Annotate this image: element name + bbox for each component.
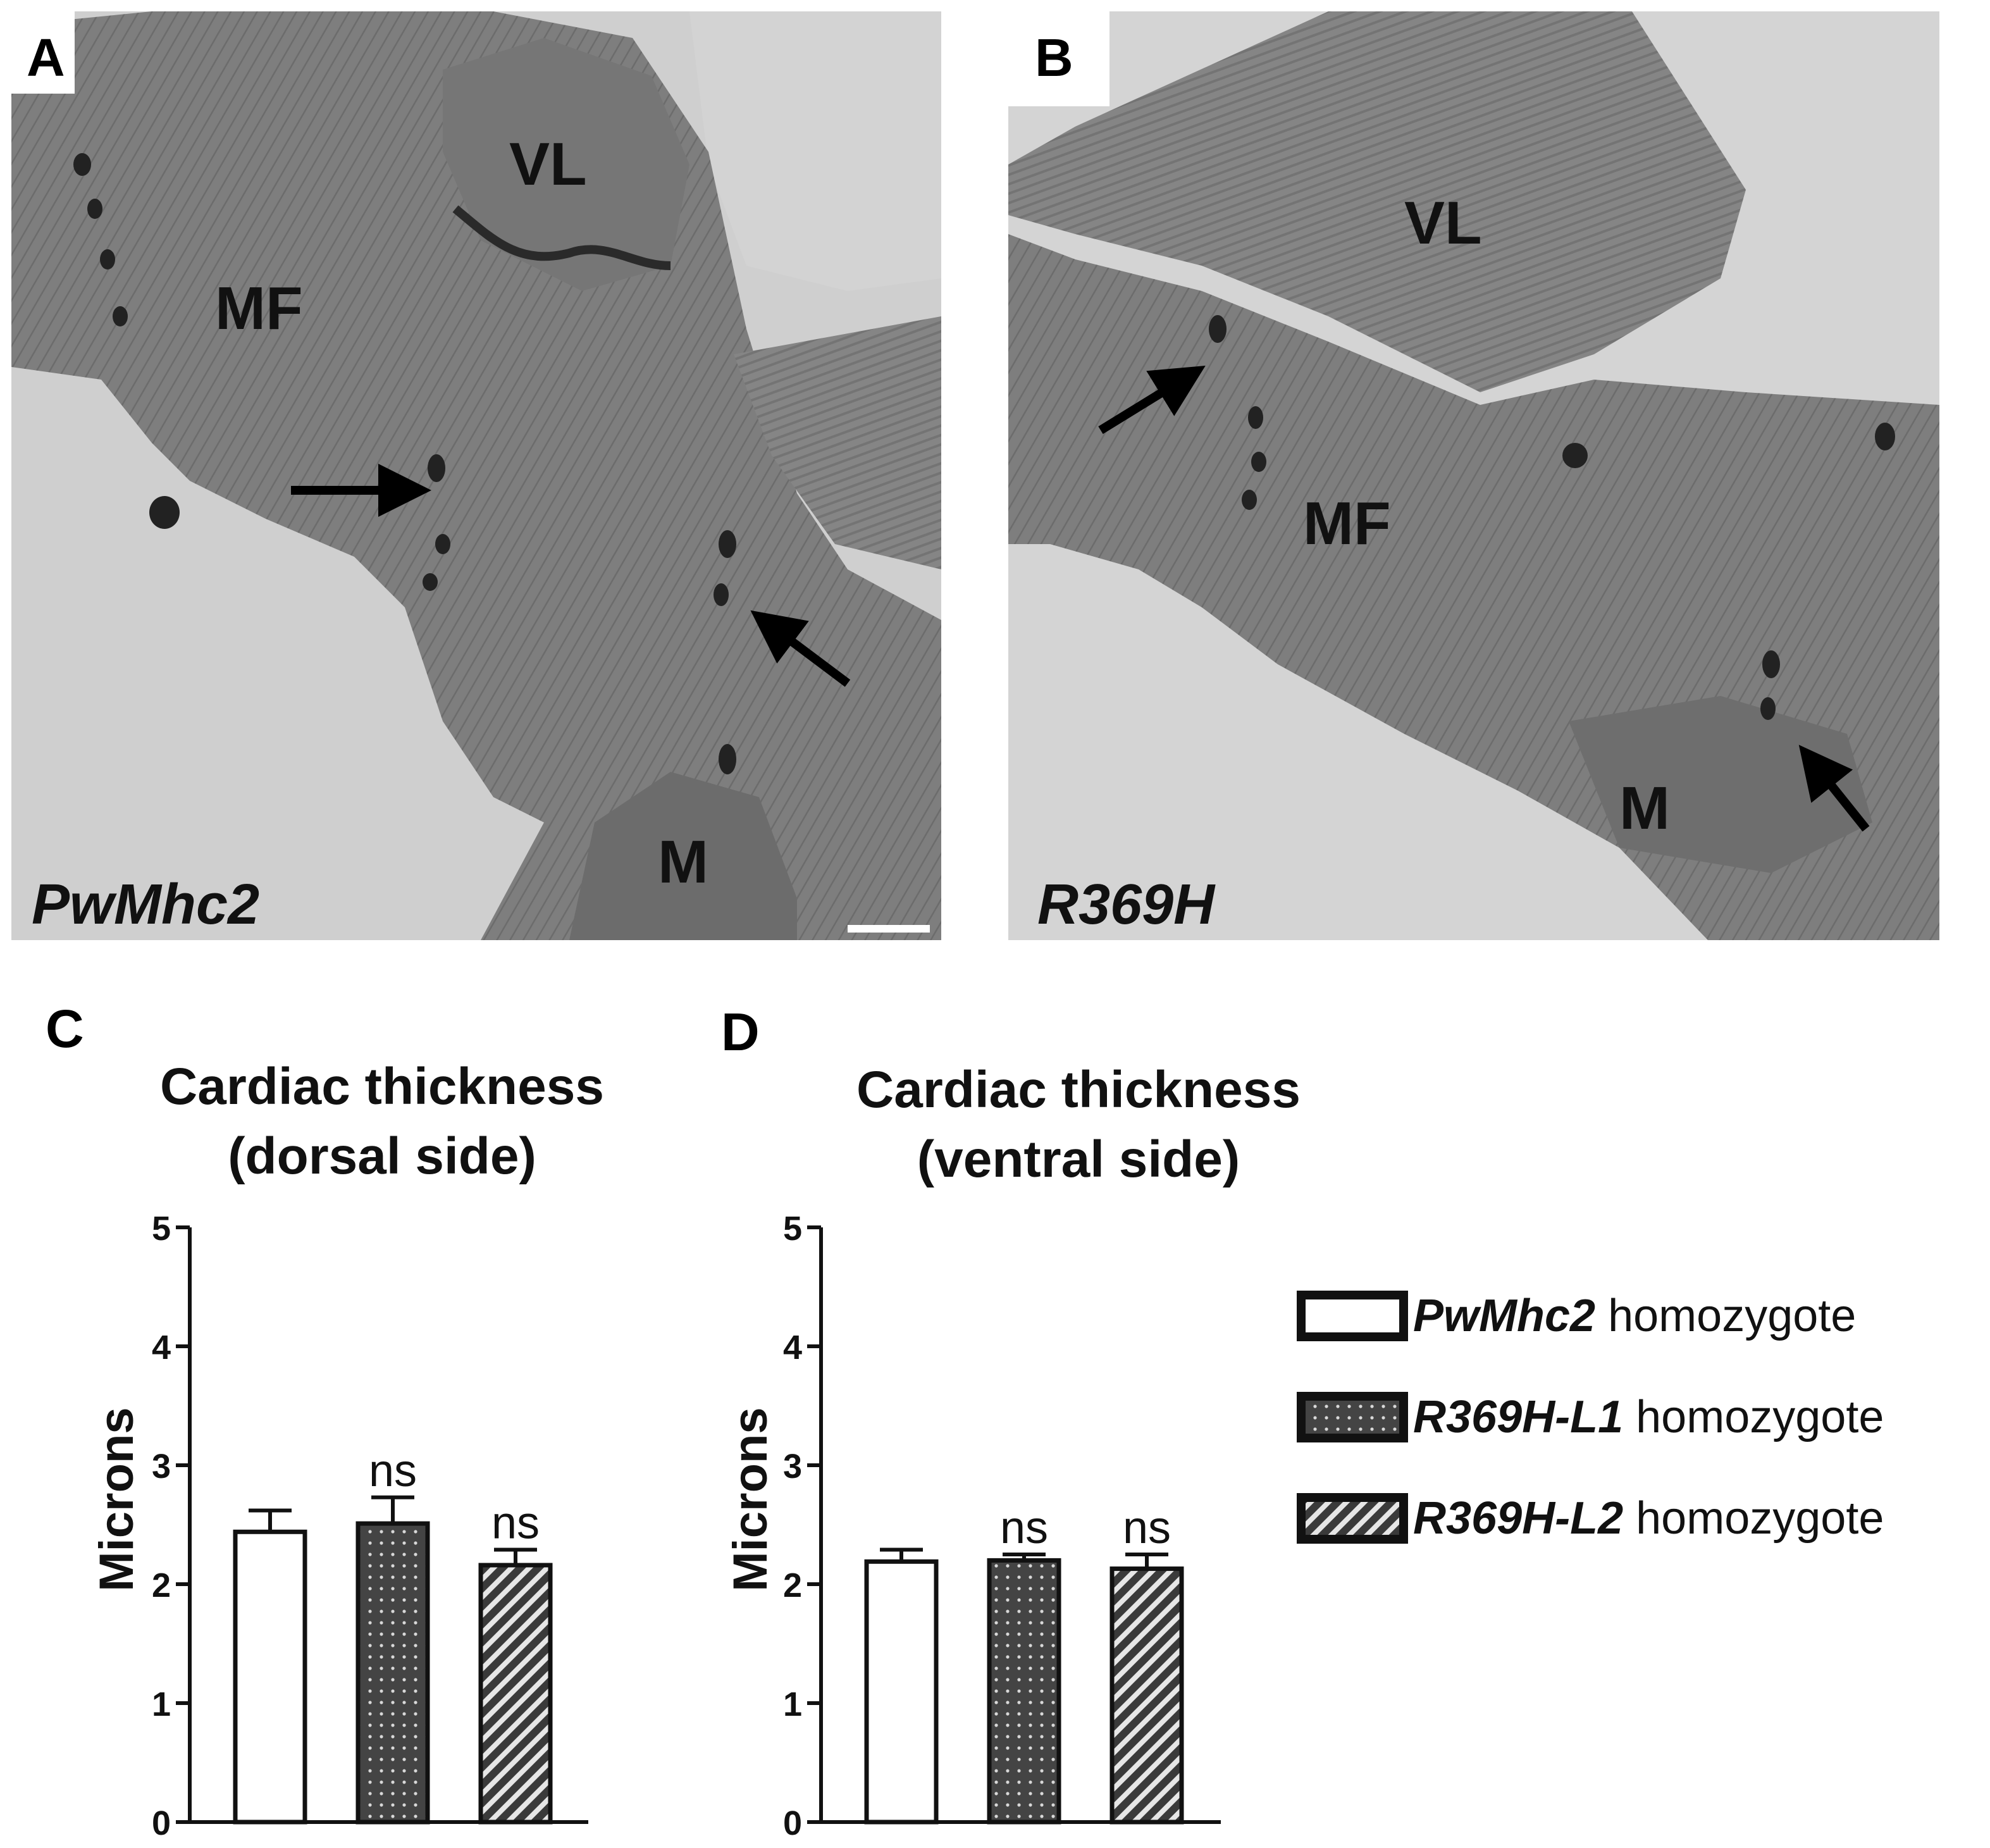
chart-ventral-title-line1: Cardiac thickness bbox=[856, 1061, 1301, 1119]
chart-ventral-bars: ns ns bbox=[864, 1503, 1184, 1825]
legend: PwMhc2 homozygote R369H-L1 homozygote R369… bbox=[1297, 1291, 1884, 1544]
panel-a-lumen-upper bbox=[689, 11, 941, 291]
panel-a-letter-box bbox=[11, 11, 75, 94]
chart-dorsal-error-bar bbox=[494, 1547, 537, 1565]
chart-dorsal-bar bbox=[355, 1521, 430, 1825]
chart-dorsal-error-bar bbox=[371, 1495, 414, 1524]
chart-dorsal-title-line2: (dorsal side) bbox=[228, 1127, 536, 1185]
legend-swatch bbox=[1306, 1401, 1399, 1434]
legend-item: R369H-L2 homozygote bbox=[1297, 1493, 1884, 1544]
legend-item: PwMhc2 homozygote bbox=[1297, 1291, 1856, 1341]
chart-dorsal-significance-label: ns bbox=[369, 1446, 417, 1496]
panel-a-genotype: PwMhc2 bbox=[32, 873, 259, 936]
panel-d-letter: D bbox=[721, 1002, 760, 1062]
panel-a-scale-bar bbox=[848, 925, 930, 933]
chart-dorsal-bars: ns ns bbox=[233, 1446, 553, 1825]
chart-ventral-bar bbox=[1109, 1566, 1184, 1825]
panel-b-genotype: R369H bbox=[1037, 873, 1216, 936]
legend-item: R369H-L1 homozygote bbox=[1297, 1392, 1884, 1442]
panel-a-label-vl: VL bbox=[509, 130, 587, 198]
panel-b-label-m: M bbox=[1619, 774, 1670, 842]
panel-b-m-region bbox=[1569, 696, 1872, 873]
panel-b-label-vl: VL bbox=[1404, 189, 1482, 257]
panel-c-letter: C bbox=[46, 999, 84, 1058]
chart-dorsal-tick-label: 5 bbox=[152, 1210, 171, 1248]
chart-dorsal-tick-label: 2 bbox=[152, 1566, 171, 1604]
chart-ventral-tick-label: 3 bbox=[783, 1448, 802, 1485]
panel-a-label-mf: MF bbox=[215, 275, 303, 342]
legend-swatch bbox=[1306, 1502, 1399, 1535]
chart-dorsal-bar bbox=[478, 1563, 553, 1825]
legend-label: R369H-L1 homozygote bbox=[1413, 1392, 1884, 1442]
chart-dorsal: Cardiac thickness (dorsal side) Microns … bbox=[90, 1058, 604, 1842]
chart-ventral-tick-label: 0 bbox=[783, 1804, 802, 1842]
panel-b-arrow-1 bbox=[1098, 365, 1206, 434]
panel-a-letter: A bbox=[27, 28, 65, 87]
chart-ventral-ylabel: Microns bbox=[724, 1407, 777, 1591]
panel-b-z-lines bbox=[1209, 315, 1895, 720]
chart-ventral-tick-label: 2 bbox=[783, 1566, 802, 1604]
chart-dorsal-tick-label: 4 bbox=[152, 1329, 171, 1367]
panel-a-z-lines bbox=[73, 153, 736, 774]
chart-dorsal-tick-label: 0 bbox=[152, 1804, 171, 1842]
panel-a: A VL MF M PwMhc2 bbox=[11, 11, 941, 940]
chart-ventral-tick-label: 5 bbox=[783, 1210, 802, 1248]
panel-a-label-m: M bbox=[658, 828, 708, 896]
panel-b: B VL MF M R369H bbox=[1008, 11, 1939, 940]
panel-b-letter-box bbox=[1008, 11, 1109, 106]
chart-ventral-error-bar bbox=[880, 1547, 923, 1562]
panel-b-arrow-2 bbox=[1798, 745, 1870, 832]
panel-a-vl-region bbox=[443, 38, 689, 291]
chart-ventral-title-line2: (ventral side) bbox=[917, 1131, 1240, 1188]
chart-ventral-error-bar bbox=[1125, 1553, 1168, 1569]
chart-ventral-tick-label: 1 bbox=[783, 1685, 802, 1723]
chart-dorsal-significance-label: ns bbox=[491, 1498, 540, 1548]
chart-ventral-bar bbox=[864, 1559, 939, 1825]
chart-ventral-error-bar bbox=[1003, 1553, 1046, 1561]
chart-dorsal-tick-label: 1 bbox=[152, 1685, 171, 1723]
chart-ventral-significance-label: ns bbox=[1000, 1503, 1048, 1553]
chart-dorsal-error-bar bbox=[249, 1508, 292, 1532]
panel-b-vl-region bbox=[1008, 11, 1746, 392]
chart-dorsal-title-line1: Cardiac thickness bbox=[160, 1058, 604, 1115]
chart-ventral-tick-label: 4 bbox=[783, 1329, 802, 1367]
legend-label: PwMhc2 homozygote bbox=[1413, 1291, 1856, 1341]
legend-label: R369H-L2 homozygote bbox=[1413, 1493, 1884, 1544]
panel-b-label-mf: MF bbox=[1303, 490, 1391, 557]
chart-ventral-bar bbox=[987, 1558, 1061, 1825]
panel-a-m-region bbox=[569, 772, 797, 940]
chart-dorsal-bar bbox=[233, 1529, 307, 1825]
chart-dorsal-tick-label: 3 bbox=[152, 1448, 171, 1485]
panel-b-letter: B bbox=[1035, 28, 1073, 87]
panel-a-tissue bbox=[11, 11, 941, 940]
chart-dorsal-ylabel: Microns bbox=[90, 1407, 144, 1591]
panel-a-arrow-2 bbox=[750, 610, 851, 687]
legend-swatch bbox=[1306, 1299, 1399, 1332]
panel-a-right-tissue bbox=[734, 316, 941, 569]
chart-ventral-significance-label: ns bbox=[1123, 1503, 1171, 1553]
chart-ventral: Cardiac thickness (ventral side) Microns… bbox=[724, 1061, 1301, 1842]
panel-a-vl-membrane bbox=[452, 205, 671, 270]
